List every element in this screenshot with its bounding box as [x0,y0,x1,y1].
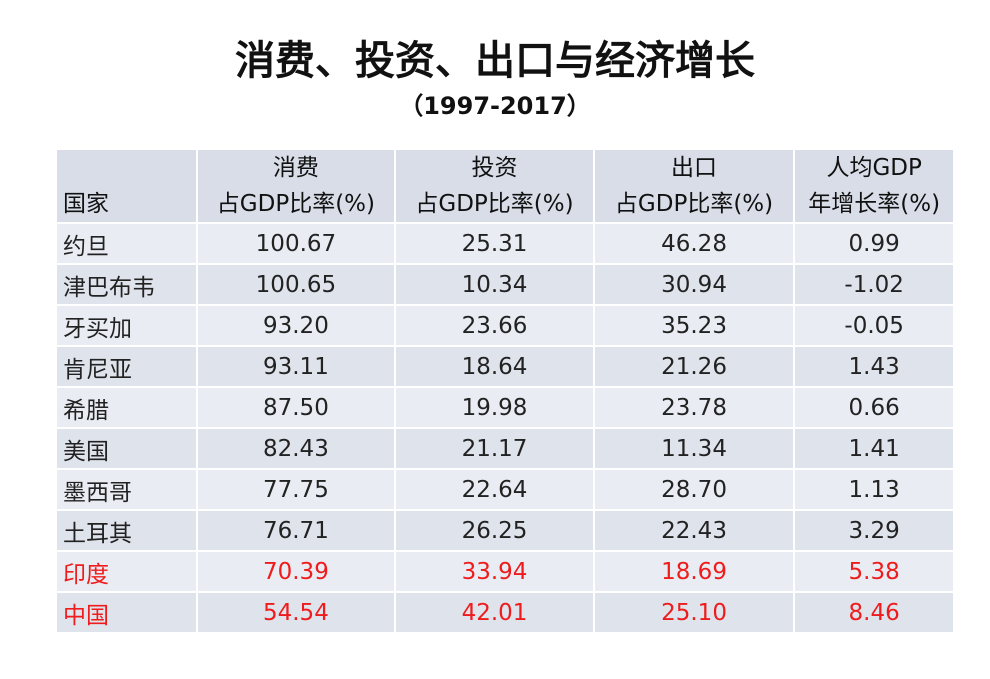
column-header: 国家 [55,148,198,224]
value-cell: 23.66 [394,304,595,347]
table-row: 中国 54.54 42.01 25.10 8.46 [55,591,955,634]
table-row: 土耳其 76.71 26.25 22.43 3.29 [55,509,955,552]
value-cell: 46.28 [592,222,796,265]
column-header: 出口 占GDP比率(%) [592,148,796,224]
value-cell: 100.65 [195,263,397,306]
value-cell: 5.38 [793,550,955,593]
country-cell: 美国 [55,427,198,470]
value-cell: 18.64 [394,345,595,388]
table-row: 肯尼亚 93.11 18.64 21.26 1.43 [55,345,955,388]
value-cell: 93.11 [195,345,397,388]
value-cell: -1.02 [793,263,955,306]
title: 消费、投资、出口与经济增长 [235,38,755,84]
table-body: 约旦 100.67 25.31 46.28 0.99 津巴布韦 100.65 10.34 30.… [55,222,955,634]
table-row: 希腊 87.50 19.98 23.78 0.66 [55,386,955,429]
value-cell: 76.71 [195,509,397,552]
value-cell: -0.05 [793,304,955,347]
country-cell: 印度 [55,550,198,593]
value-cell: 87.50 [195,386,397,429]
country-cell: 牙买加 [55,304,198,347]
value-cell: 3.29 [793,509,955,552]
value-cell: 1.43 [793,345,955,388]
column-header: 人均GDP 年增长率(%) [793,148,955,224]
country-cell: 中国 [55,591,198,634]
country-cell: 津巴布韦 [55,263,198,306]
value-cell: 82.43 [195,427,397,470]
table-row: 牙买加 93.20 23.66 35.23 -0.05 [55,304,955,347]
country-cell: 约旦 [55,222,198,265]
value-cell: 22.43 [592,509,796,552]
value-cell: 33.94 [394,550,595,593]
value-cell: 21.17 [394,427,595,470]
value-cell: 1.13 [793,468,955,511]
column-header: 消费 占GDP比率(%) [195,148,397,224]
table-row: 美国 82.43 21.17 11.34 1.41 [55,427,955,470]
value-cell: 0.66 [793,386,955,429]
value-cell: 25.31 [394,222,595,265]
value-cell: 10.34 [394,263,595,306]
value-cell: 35.23 [592,304,796,347]
table-row: 约旦 100.67 25.31 46.28 0.99 [55,222,955,265]
value-cell: 70.39 [195,550,397,593]
value-cell: 28.70 [592,468,796,511]
value-cell: 18.69 [592,550,796,593]
country-cell: 希腊 [55,386,198,429]
value-cell: 54.54 [195,591,397,634]
value-cell: 77.75 [195,468,397,511]
table-row: 墨西哥 77.75 22.64 28.70 1.13 [55,468,955,511]
country-cell: 肯尼亚 [55,345,198,388]
value-cell: 0.99 [793,222,955,265]
data-table: 国家 消费 占GDP比率(%) 投资 占GDP比率(%) 出口 占GDP比率(%) 人均… [55,148,955,634]
value-cell: 25.10 [592,591,796,634]
header-row: 国家 消费 占GDP比率(%) 投资 占GDP比率(%) 出口 占GDP比率(%) 人均… [55,148,955,224]
value-cell: 93.20 [195,304,397,347]
value-cell: 11.34 [592,427,796,470]
subtitle: （1997-2017） [399,92,591,120]
value-cell: 42.01 [394,591,595,634]
value-cell: 30.94 [592,263,796,306]
country-cell: 墨西哥 [55,468,198,511]
table-row: 津巴布韦 100.65 10.34 30.94 -1.02 [55,263,955,306]
value-cell: 1.41 [793,427,955,470]
value-cell: 100.67 [195,222,397,265]
table-row: 印度 70.39 33.94 18.69 5.38 [55,550,955,593]
value-cell: 8.46 [793,591,955,634]
value-cell: 23.78 [592,386,796,429]
value-cell: 22.64 [394,468,595,511]
value-cell: 26.25 [394,509,595,552]
country-cell: 土耳其 [55,509,198,552]
value-cell: 19.98 [394,386,595,429]
value-cell: 21.26 [592,345,796,388]
column-header: 投资 占GDP比率(%) [394,148,595,224]
